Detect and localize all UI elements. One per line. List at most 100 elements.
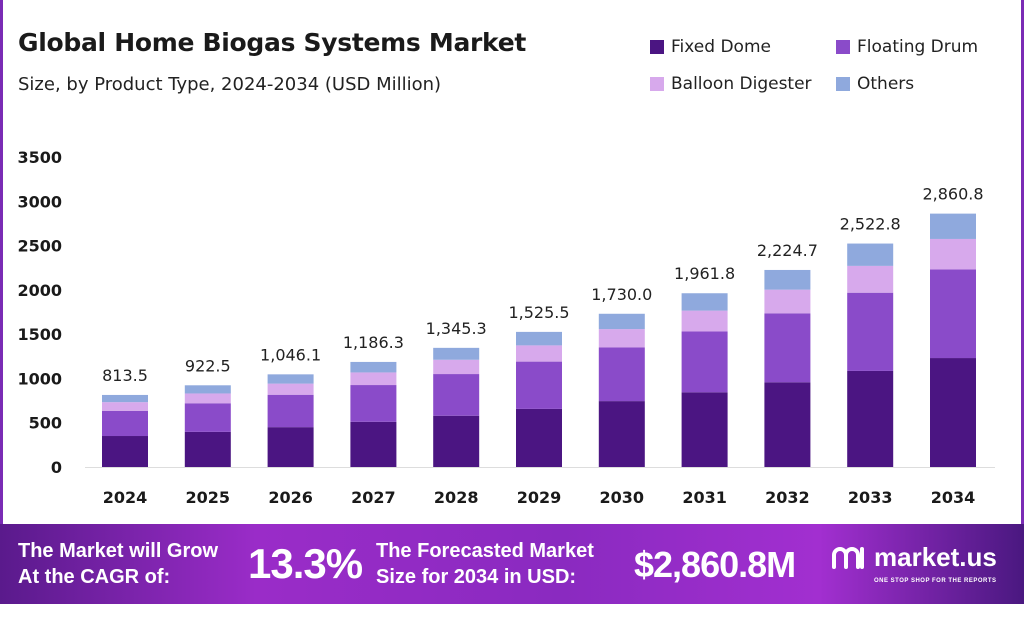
bar-segment-balloon-digester (350, 372, 397, 386)
bar-segment-floating-drum (847, 292, 894, 371)
x-tick-label: 2032 (765, 488, 810, 507)
legend-label: Floating Drum (857, 37, 979, 57)
bar-segment-balloon-digester (930, 238, 976, 270)
bar-segment-others (516, 331, 562, 346)
data-label-total: 1,525.5 (508, 303, 569, 322)
bar-segment-floating-drum (267, 394, 314, 428)
data-label-total: 813.5 (102, 366, 148, 385)
y-tick-label: 3000 (17, 192, 62, 211)
x-tick-label: 2030 (600, 488, 645, 507)
bar-segment-floating-drum (516, 361, 562, 409)
chart-title: Global Home Biogas Systems Market (18, 28, 527, 57)
forecast-label-line2: Size for 2034 in USD: (376, 566, 577, 588)
data-label-total: 1,730.0 (591, 285, 652, 304)
legend-swatch (836, 77, 850, 91)
bar-segment-others (681, 293, 728, 311)
bar-segment-fixed-dome (930, 358, 976, 467)
logo-icon (832, 546, 864, 569)
x-tick-label: 2024 (103, 488, 148, 507)
legend-swatch (836, 40, 850, 54)
bar-segment-balloon-digester (433, 359, 480, 375)
data-label-total: 1,961.8 (674, 264, 735, 283)
bar-segment-floating-drum (102, 410, 148, 437)
data-label-total: 1,186.3 (343, 333, 404, 352)
bar-segment-balloon-digester (516, 345, 562, 362)
cagr-label-line1: The Market will Grow (18, 540, 219, 562)
y-tick-label: 3500 (17, 148, 62, 167)
x-tick-label: 2025 (186, 488, 231, 507)
forecast-value: $2,860.8M (634, 544, 796, 585)
forecast-label-line1: The Forecasted Market (376, 540, 594, 562)
y-tick-label: 1000 (17, 369, 62, 388)
legend-label: Fixed Dome (671, 37, 771, 57)
logo-text: market.us (874, 542, 997, 572)
bar-segment-fixed-dome (267, 427, 314, 467)
bar-segment-floating-drum (598, 347, 645, 402)
bar-segment-floating-drum (930, 269, 976, 359)
cagr-label-line2: At the CAGR of: (18, 566, 171, 588)
data-label-total: 2,522.8 (840, 215, 901, 234)
logo-tagline: ONE STOP SHOP FOR THE REPORTS (874, 578, 997, 584)
y-tick-label: 2000 (17, 281, 62, 300)
y-tick-label: 1500 (17, 325, 62, 344)
x-tick-label: 2033 (848, 488, 893, 507)
bar-segment-balloon-digester (102, 402, 148, 411)
legend-label: Others (857, 74, 915, 94)
data-label-total: 2,224.7 (757, 241, 818, 260)
market-us-logo: market.us ONE STOP SHOP FOR THE REPORTS (830, 542, 997, 584)
y-tick-label: 0 (51, 458, 62, 477)
x-tick-label: 2031 (682, 488, 727, 507)
bar-segment-fixed-dome (598, 401, 645, 467)
chart-frame (0, 0, 1024, 524)
data-label-total: 922.5 (185, 356, 231, 375)
y-tick-label: 2500 (17, 237, 62, 256)
bar-segment-floating-drum (184, 403, 231, 432)
legend-swatch (650, 77, 664, 91)
bar-segment-others (267, 374, 314, 384)
bar-segment-others (184, 385, 231, 394)
bar-segment-fixed-dome (350, 421, 397, 467)
summary-banner: The Market will Grow At the CAGR of: 13.3… (0, 524, 1024, 604)
legend-fixed-dome: Fixed Dome (650, 37, 771, 57)
bar-segment-balloon-digester (267, 383, 314, 395)
stacked-bar-chart: 0 500 1000 1500 2000 2500 3000 3500 813.5 2024 922… (17, 148, 995, 507)
data-label-total: 2,860.8 (922, 185, 983, 204)
x-tick-label: 2028 (434, 488, 479, 507)
bar-segment-others (930, 213, 976, 239)
legend-balloon-digester: Balloon Digester (650, 74, 812, 94)
bar-segment-fixed-dome (847, 370, 894, 467)
bar-segment-others (598, 313, 645, 330)
bar-segment-balloon-digester (184, 393, 231, 404)
bar-segment-balloon-digester (681, 310, 728, 332)
forecast-label: The Forecasted Market Size for 2034 in US… (376, 538, 594, 590)
legend-others: Others (836, 74, 914, 94)
x-tick-label: 2029 (517, 488, 562, 507)
cagr-label: The Market will Grow At the CAGR of: (18, 538, 218, 590)
bar-segment-others (764, 269, 811, 290)
bar-segment-floating-drum (681, 331, 728, 393)
x-tick-label: 2034 (931, 488, 976, 507)
bar-segment-fixed-dome (764, 382, 811, 467)
x-tick-label: 2027 (351, 488, 396, 507)
bar-segment-others (847, 243, 894, 266)
bar-segment-balloon-digester (764, 289, 811, 314)
bar-segment-floating-drum (764, 313, 811, 383)
data-label-total: 1,345.3 (426, 319, 487, 338)
chart-subtitle: Size, by Product Type, 2024-2034 (USD Mi… (18, 74, 442, 95)
bar-segment-fixed-dome (516, 408, 562, 467)
legend-label: Balloon Digester (671, 74, 812, 94)
legend-swatch (650, 40, 664, 54)
bar-segment-floating-drum (433, 374, 480, 416)
bar-segment-others (102, 394, 148, 403)
legend-floating-drum: Floating Drum (836, 37, 978, 57)
cagr-value: 13.3% (248, 540, 363, 587)
bar-segment-floating-drum (350, 385, 397, 422)
bar-segment-fixed-dome (433, 415, 480, 467)
bar-segment-others (433, 347, 480, 360)
y-tick-label: 500 (29, 414, 62, 433)
bar-segment-others (350, 361, 397, 373)
bar-segment-balloon-digester (598, 329, 645, 348)
bar-segment-fixed-dome (184, 431, 231, 467)
bar-segment-fixed-dome (681, 392, 728, 467)
data-label-total: 1,046.1 (260, 345, 321, 364)
